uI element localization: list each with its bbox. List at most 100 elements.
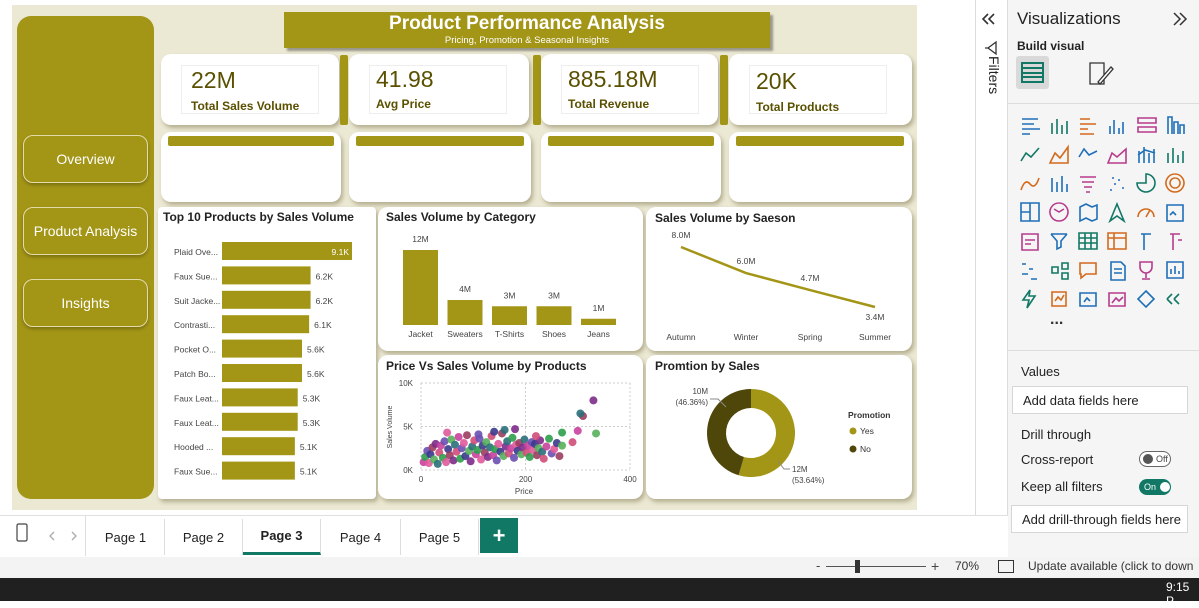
visual-type-glyph xyxy=(1079,203,1098,223)
kpi-card-total-revenue[interactable]: 885.18M Total Revenue xyxy=(541,54,718,125)
tab-page-3[interactable]: Page 3 xyxy=(243,519,321,555)
season-chart-card[interactable]: Sales Volume by Saeson 8.0M Autumn 6.0M Win… xyxy=(646,207,912,351)
top10-category-label: Faux Sue... xyxy=(174,271,217,281)
visual-type-glyph-path xyxy=(1166,293,1180,305)
kpi-card-total-sales-volume[interactable]: 22M Total Sales Volume xyxy=(161,54,339,125)
build-visual-tab[interactable] xyxy=(1016,56,1049,89)
visual-type-1-icon[interactable] xyxy=(1019,114,1041,136)
more-visuals-button[interactable]: ... xyxy=(1050,311,1064,328)
visual-type-30-icon[interactable] xyxy=(1164,230,1186,252)
zoom-slider-thumb[interactable] xyxy=(855,560,860,573)
visual-type-12-icon[interactable] xyxy=(1164,143,1186,165)
visual-type-39-icon[interactable] xyxy=(1077,288,1099,310)
visual-type-7-icon[interactable] xyxy=(1019,143,1041,165)
visual-type-40-icon[interactable] xyxy=(1106,288,1128,310)
tab-page-2[interactable]: Page 2 xyxy=(165,519,243,555)
visual-type-36-icon[interactable] xyxy=(1164,259,1186,281)
empty-card[interactable] xyxy=(729,132,912,202)
visual-type-24-icon[interactable] xyxy=(1164,201,1186,223)
zoom-in-button[interactable]: + xyxy=(931,558,940,574)
visual-type-15-icon[interactable] xyxy=(1077,172,1099,194)
visual-type-glyph xyxy=(1109,120,1124,134)
tab-page-4[interactable]: Page 4 xyxy=(321,519,401,555)
top10-bar xyxy=(222,461,295,480)
visual-type-29-icon[interactable] xyxy=(1135,230,1157,252)
expand-icon[interactable] xyxy=(1172,12,1188,26)
kpi-card-total-products[interactable]: 20K Total Products xyxy=(729,54,912,125)
visual-type-22-icon[interactable] xyxy=(1106,201,1128,224)
top10-bar xyxy=(222,364,302,382)
scatter-chart: 0K 5K 10K 0 200 400 Price Sales Volume xyxy=(387,379,637,496)
visual-type-37-icon[interactable] xyxy=(1019,288,1041,310)
visual-type-4-icon[interactable] xyxy=(1106,114,1128,136)
visual-type-17-icon[interactable] xyxy=(1135,172,1157,194)
tab-next-icon xyxy=(71,531,77,541)
visual-type-21-icon[interactable] xyxy=(1077,201,1099,223)
top10-chart-card[interactable]: Top 10 Products by Sales Volume Plaid Ov… xyxy=(158,207,376,499)
drill-through-drop-field[interactable]: Add drill-through fields here xyxy=(1011,505,1188,533)
visual-type-31-icon[interactable] xyxy=(1019,259,1041,281)
nav-product-analysis-button[interactable]: Product Analysis xyxy=(23,207,148,255)
visual-type-8-icon[interactable] xyxy=(1048,143,1070,165)
kpi-card-avg-price[interactable]: 41.98 Avg Price xyxy=(349,54,529,125)
visual-type-20-icon[interactable] xyxy=(1048,201,1070,223)
tab-nav-controls[interactable] xyxy=(0,516,86,556)
visual-type-16-icon[interactable] xyxy=(1106,172,1128,194)
nav-overview-button[interactable]: Overview xyxy=(23,135,148,183)
fit-to-page-icon[interactable] xyxy=(998,560,1014,573)
visual-type-11-icon[interactable] xyxy=(1135,143,1157,165)
visual-type-26-icon[interactable] xyxy=(1048,230,1070,252)
visual-type-10-icon[interactable] xyxy=(1106,143,1128,165)
category-chart-card[interactable]: Sales Volume by Category 12M Jacket 4M Swea… xyxy=(378,207,643,351)
empty-card[interactable] xyxy=(541,132,721,202)
visual-type-13-icon[interactable] xyxy=(1019,172,1041,194)
visual-type-14-icon[interactable] xyxy=(1048,172,1070,194)
visual-type-glyph-path xyxy=(1079,292,1097,307)
cross-report-toggle[interactable]: Off xyxy=(1139,451,1171,467)
values-drop-field[interactable]: Add data fields here xyxy=(1012,386,1188,414)
update-available-link[interactable]: Update available (click to down xyxy=(1028,559,1194,573)
zoom-slider-track[interactable] xyxy=(826,566,926,567)
top10-bar xyxy=(222,290,311,309)
empty-card[interactable] xyxy=(161,132,341,202)
visual-type-5-icon[interactable] xyxy=(1135,114,1157,136)
scatter-chart-card[interactable]: Price Vs Sales Volume by Products 0K 5K 10… xyxy=(378,355,643,499)
visual-type-28-icon[interactable] xyxy=(1106,230,1128,252)
visual-type-2-icon[interactable] xyxy=(1048,114,1070,136)
keep-filters-toggle[interactable]: On xyxy=(1139,479,1171,495)
add-page-button[interactable]: + xyxy=(480,518,518,553)
promo-chart-card[interactable]: Promtion by Sales 10M (46.36%) 12M (53.64%)… xyxy=(646,355,912,499)
visual-type-23-icon[interactable] xyxy=(1135,201,1157,223)
visual-type-19-icon[interactable] xyxy=(1019,201,1041,223)
visual-type-32-icon[interactable] xyxy=(1048,259,1070,281)
empty-card-header xyxy=(736,136,904,146)
chart-title: Promtion by Sales xyxy=(655,359,760,373)
visual-type-glyph xyxy=(1137,117,1157,133)
filters-pane-collapsed[interactable]: Filters xyxy=(975,0,1008,515)
scatter-x-tick: 400 xyxy=(623,475,637,484)
visual-type-35-icon[interactable] xyxy=(1135,259,1157,281)
visual-type-38-icon[interactable] xyxy=(1048,288,1070,310)
visual-type-33-icon[interactable] xyxy=(1077,259,1099,281)
visual-type-18-icon[interactable] xyxy=(1164,172,1186,194)
visual-type-27-icon[interactable] xyxy=(1077,230,1099,252)
visual-type-41-icon[interactable] xyxy=(1135,288,1157,310)
visual-type-glyph xyxy=(1051,262,1069,280)
scatter-point xyxy=(492,456,501,465)
visual-type-3-icon[interactable] xyxy=(1077,114,1099,136)
zoom-out-button[interactable]: - xyxy=(816,558,821,573)
mobile-layout-icon xyxy=(16,523,28,542)
visual-type-34-icon[interactable] xyxy=(1106,259,1128,281)
scatter-point xyxy=(443,428,452,437)
tab-page-1[interactable]: Page 1 xyxy=(87,519,165,555)
report-canvas: Overview Product Analysis Insights Produ… xyxy=(12,5,917,510)
visual-type-25-icon[interactable] xyxy=(1019,230,1041,252)
tab-page-5[interactable]: Page 5 xyxy=(401,519,479,555)
visual-type-9-icon[interactable] xyxy=(1077,143,1099,165)
empty-card[interactable] xyxy=(349,132,531,202)
visual-type-6-icon[interactable] xyxy=(1164,114,1186,136)
format-visual-icon[interactable] xyxy=(1085,59,1115,89)
visual-type-42-icon[interactable] xyxy=(1164,288,1186,310)
visual-type-glyph xyxy=(1049,202,1069,222)
nav-insights-button[interactable]: Insights xyxy=(23,279,148,327)
